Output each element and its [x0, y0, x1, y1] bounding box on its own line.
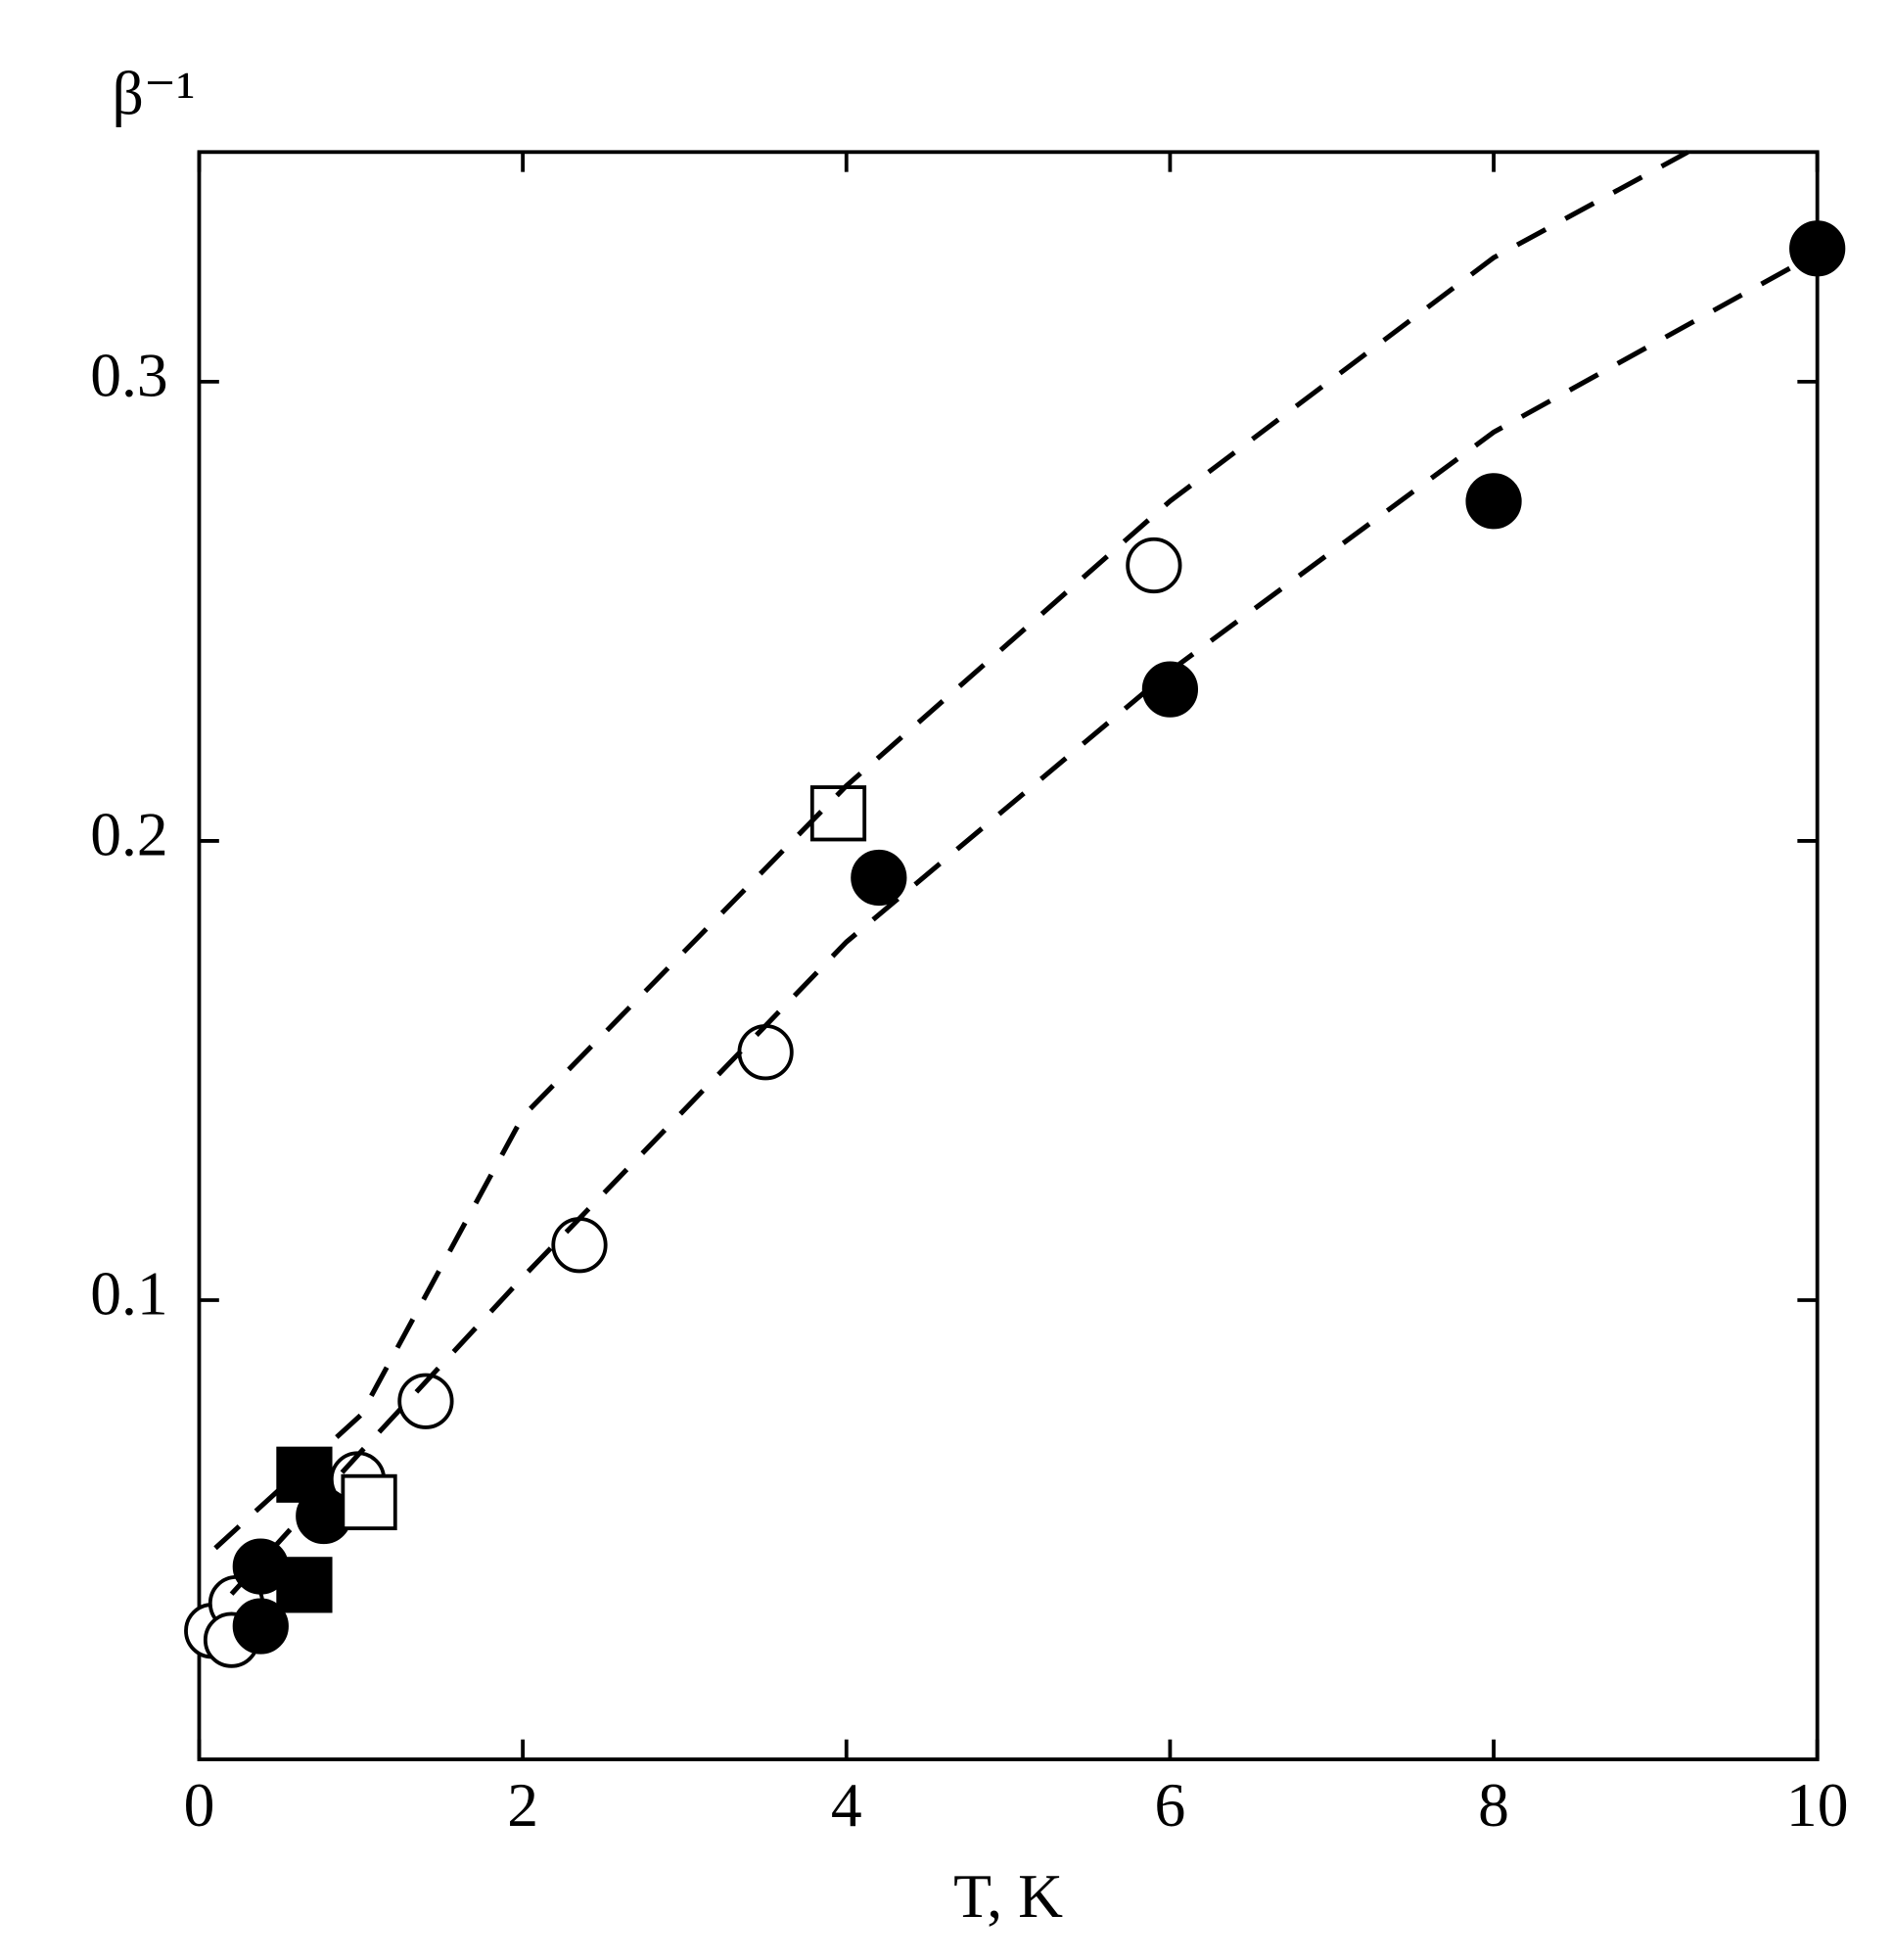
x-tick-label: 4 — [831, 1770, 862, 1840]
data-point — [1141, 661, 1199, 718]
data-point — [1126, 537, 1182, 594]
data-point — [276, 1557, 333, 1613]
x-tick-label: 10 — [1786, 1770, 1849, 1840]
x-tick-label: 8 — [1478, 1770, 1509, 1840]
data-point — [1465, 473, 1522, 530]
data-point — [551, 1217, 608, 1274]
y-axis-label: β⁻¹ — [112, 58, 195, 127]
data-point — [737, 1024, 794, 1081]
y-tick-label: 0.1 — [90, 1259, 167, 1329]
x-tick-label: 0 — [184, 1770, 215, 1840]
y-tick-label: 0.2 — [90, 800, 167, 869]
x-tick-label: 2 — [507, 1770, 538, 1840]
data-point — [851, 849, 907, 907]
data-point — [1789, 220, 1846, 277]
x-axis-label: T, K — [953, 1861, 1063, 1931]
y-tick-label: 0.3 — [90, 340, 167, 409]
data-point — [232, 1598, 289, 1655]
data-point — [397, 1373, 454, 1429]
plot-frame — [197, 150, 1820, 1761]
fit-line — [229, 251, 1819, 1596]
fit-line — [213, 150, 1689, 1551]
x-tick-label: 6 — [1155, 1770, 1186, 1840]
data-point — [341, 1473, 397, 1531]
